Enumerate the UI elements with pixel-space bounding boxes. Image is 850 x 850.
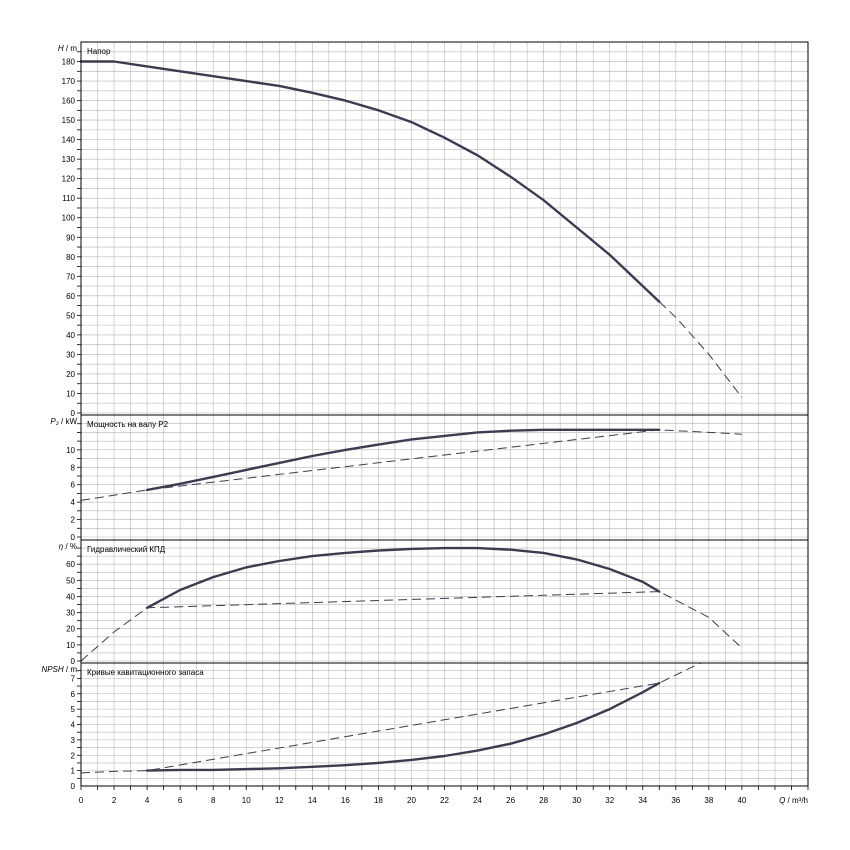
solid-curve [145, 681, 661, 772]
y-tick-label: 70 [66, 272, 75, 281]
x-tick-label: 28 [539, 796, 548, 805]
y-tick-label: 30 [66, 609, 75, 618]
labels: 0102030405060708090100110120130140150160… [41, 44, 808, 805]
y-tick-label: 10 [66, 446, 75, 455]
y-tick-label: 60 [66, 560, 75, 569]
y-axis-variable: H [58, 44, 66, 53]
panel-title: Напор [87, 47, 111, 56]
x-tick-label: 34 [638, 796, 647, 805]
panel-title: Гидравлический КПД [87, 545, 166, 554]
y-tick-label: 90 [66, 233, 75, 242]
dashed-curve [80, 429, 742, 501]
x-tick-label: 8 [211, 796, 216, 805]
y-axis-label: H / m [58, 44, 77, 53]
y-tick-label: 0 [71, 409, 76, 418]
y-axis-variable: P₂ [50, 417, 61, 426]
x-tick-label: 20 [407, 796, 416, 805]
x-tick-label: 32 [605, 796, 614, 805]
y-tick-label: 130 [62, 155, 76, 164]
y-tick-label: 5 [71, 705, 76, 714]
y-tick-label: 20 [66, 370, 75, 379]
y-tick-label: 0 [71, 657, 76, 666]
dashed-curve [80, 591, 743, 662]
dashed-curve [658, 301, 743, 398]
y-tick-label: 140 [62, 136, 76, 145]
y-tick-label: 100 [62, 214, 76, 223]
y-tick-label: 7 [71, 674, 76, 683]
y-axis-label: NPSH / m [41, 665, 77, 674]
y-tick-label: 30 [66, 350, 75, 359]
y-tick-label: 80 [66, 253, 75, 262]
y-tick-label: 8 [71, 463, 76, 472]
y-axis-variable: NPSH [41, 665, 65, 674]
x-tick-label: 2 [112, 796, 117, 805]
solid-curve [145, 546, 661, 609]
y-tick-label: 4 [71, 721, 76, 730]
y-tick-label: 4 [71, 498, 76, 507]
y-tick-label: 40 [66, 592, 75, 601]
y-tick-label: 110 [62, 194, 75, 203]
y-tick-label: 40 [66, 331, 75, 340]
y-tick-label: 0 [71, 533, 76, 542]
y-tick-label: 60 [66, 292, 75, 301]
x-tick-label: 18 [374, 796, 383, 805]
y-axis-label: η / % [59, 542, 77, 551]
x-tick-label: 16 [341, 796, 350, 805]
y-tick-label: 10 [66, 389, 75, 398]
x-tick-label: 30 [572, 796, 581, 805]
x-tick-label: 0 [79, 796, 84, 805]
y-tick-label: 160 [62, 97, 76, 106]
x-tick-label: 24 [473, 796, 482, 805]
y-tick-label: 50 [66, 576, 75, 585]
grid [81, 42, 808, 786]
ticks [77, 51, 809, 790]
x-tick-label: 10 [242, 796, 251, 805]
y-axis-unit: / m [66, 44, 77, 53]
y-axis-variable: η [59, 542, 66, 551]
y-tick-label: 180 [62, 58, 76, 67]
x-tick-label: 14 [308, 796, 317, 805]
x-axis-variable: Q [779, 796, 787, 805]
y-tick-label: 20 [66, 625, 75, 634]
x-tick-label: 4 [145, 796, 150, 805]
x-tick-label: 22 [440, 796, 449, 805]
y-tick-label: 3 [71, 736, 76, 745]
y-tick-label: 2 [71, 516, 76, 525]
curves [79, 60, 743, 774]
y-tick-label: 1 [71, 767, 76, 776]
y-tick-label: 170 [62, 77, 76, 86]
y-tick-label: 2 [71, 751, 76, 760]
y-tick-label: 6 [71, 481, 76, 490]
x-axis-label: Q / m³/h [779, 796, 808, 805]
dashed-curve [80, 662, 701, 774]
y-axis-unit: / m [66, 665, 77, 674]
solid-curve [145, 428, 661, 492]
panel-title: Мощность на валу P2 [87, 420, 169, 429]
y-tick-label: 150 [62, 116, 76, 125]
y-tick-label: 6 [71, 690, 76, 699]
y-tick-label: 120 [62, 175, 76, 184]
x-tick-label: 38 [704, 796, 713, 805]
y-tick-label: 50 [66, 311, 75, 320]
y-axis-unit: / % [65, 542, 77, 551]
panel-title: Кривые кавитационного запаса [87, 668, 204, 677]
y-tick-label: 0 [71, 782, 76, 791]
x-tick-label: 6 [178, 796, 183, 805]
x-tick-label: 26 [506, 796, 515, 805]
solid-curve [79, 60, 661, 303]
x-tick-label: 12 [275, 796, 284, 805]
x-axis-unit: / m³/h [788, 796, 808, 805]
y-tick-label: 10 [66, 641, 75, 650]
x-tick-label: 40 [737, 796, 746, 805]
y-axis-label: P₂ / kW [50, 417, 77, 426]
y-axis-unit: / kW [61, 417, 77, 426]
x-tick-label: 36 [671, 796, 680, 805]
